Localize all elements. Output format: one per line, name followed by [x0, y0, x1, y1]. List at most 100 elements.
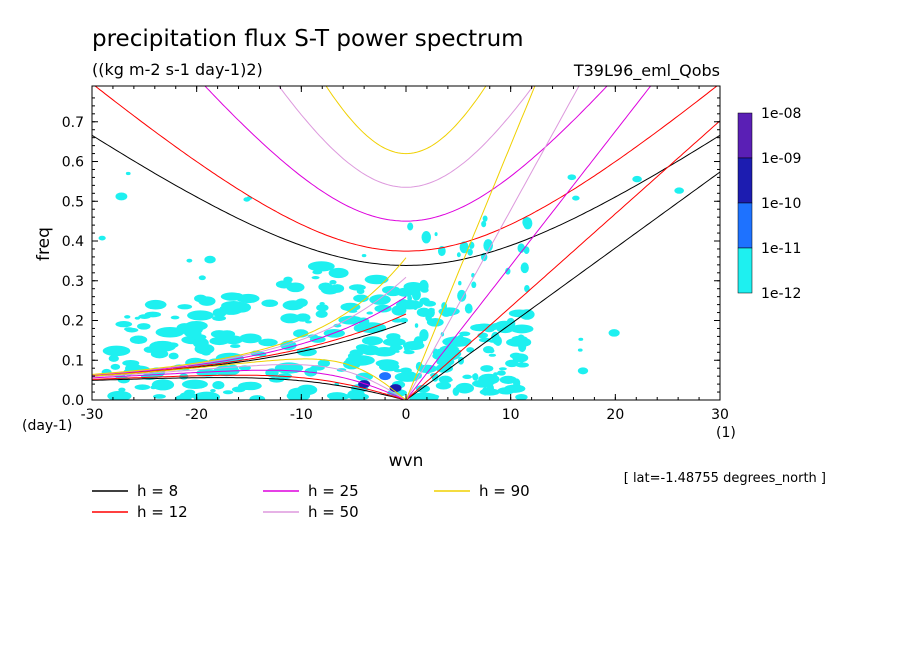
power-patch — [457, 289, 467, 302]
power-patch — [366, 348, 384, 355]
power-patch — [524, 284, 530, 293]
power-patch — [230, 344, 241, 349]
power-patch — [414, 323, 419, 328]
power-patch — [466, 347, 475, 353]
power-patch — [261, 299, 279, 307]
power-contours — [98, 171, 684, 400]
power-patch — [509, 340, 518, 345]
colorbar: 1e-08 1e-09 1e-10 1e-11 1e-12 — [737, 106, 801, 302]
power-patch — [201, 351, 211, 356]
power-patch — [186, 258, 193, 263]
power-patch — [488, 353, 497, 357]
power-patch — [153, 394, 166, 399]
power-patch — [452, 387, 460, 396]
power-patch — [137, 323, 151, 330]
mrg-curve-h90 — [92, 257, 407, 375]
kelvin-curve-h90 — [405, 86, 536, 400]
power-patch — [184, 330, 202, 338]
power-patch — [355, 372, 374, 381]
power-patch — [518, 341, 527, 353]
power-patch — [212, 308, 227, 318]
y-tick-label: 0.7 — [62, 115, 84, 131]
power-patch — [328, 267, 349, 279]
colorbar-label: 1e-08 — [761, 106, 801, 122]
power-patch — [577, 367, 589, 375]
legend-label: h = 50 — [308, 503, 359, 521]
power-patch — [456, 334, 465, 346]
power-patch — [102, 345, 131, 357]
power-patch — [510, 324, 534, 334]
power-patch — [424, 366, 431, 375]
power-patch — [239, 333, 262, 344]
power-patch — [364, 274, 389, 285]
power-patch — [399, 317, 409, 323]
chart-subtitle: ((kg m-2 s-1 day-1)2) — [92, 60, 263, 79]
power-patch — [434, 232, 438, 237]
power-patch — [165, 331, 173, 337]
power-patch — [295, 313, 311, 322]
y-tick-label: 0.0 — [62, 393, 84, 409]
axis-ticks: -30 -20 -10 0 10 20 30 0.0 0.1 0.2 0.3 0.4 0.5 0.6 0.7 — [62, 86, 729, 423]
power-patch — [567, 174, 577, 181]
power-patch — [578, 337, 584, 341]
power-patch — [348, 284, 366, 291]
power-patch — [181, 379, 208, 389]
power-patch — [391, 305, 407, 316]
power-patch — [572, 195, 580, 201]
power-patch — [498, 367, 507, 371]
rossby-curve-h50 — [92, 363, 407, 400]
power-patch — [420, 287, 429, 293]
power-patch — [483, 239, 493, 252]
x-tick-label: 20 — [606, 407, 624, 423]
ig-curve-h25 — [204, 86, 608, 222]
rossby-curve-h8 — [92, 377, 407, 400]
power-patch — [307, 261, 335, 272]
power-patch — [374, 304, 392, 313]
power-patch — [513, 378, 521, 388]
power-patch — [462, 374, 473, 380]
legend: h = 8 h = 12 h = 25 h = 50 h = 90 — [92, 482, 530, 521]
power-patch — [361, 254, 367, 258]
power-region-strong — [379, 372, 392, 381]
power-patch — [212, 380, 225, 390]
y-unit-label: (day-1) — [22, 418, 72, 434]
power-patch — [455, 382, 474, 394]
power-patch — [497, 387, 515, 395]
power-patch — [343, 358, 361, 370]
power-patch — [333, 323, 342, 328]
power-patch — [419, 297, 430, 305]
power-patch — [389, 344, 403, 351]
power-patch — [632, 175, 642, 183]
power-patch — [361, 336, 384, 346]
colorbar-swatch — [737, 157, 753, 204]
legend-label: h = 90 — [479, 482, 530, 500]
power-patch — [110, 363, 121, 370]
ig-curve-h8 — [92, 134, 720, 267]
x-tick-label: -10 — [290, 407, 313, 423]
rossby-curve-h12 — [92, 374, 407, 400]
colorbar-label: 1e-09 — [761, 151, 801, 167]
power-patch — [674, 187, 684, 194]
power-patch — [339, 393, 350, 400]
power-patch — [419, 329, 429, 342]
power-patch — [515, 393, 528, 400]
power-patch — [480, 365, 494, 372]
power-patch — [505, 267, 511, 275]
power-patch — [134, 384, 151, 390]
kelvin-curve-h12 — [405, 120, 720, 400]
power-patch — [493, 372, 499, 376]
power-patch — [425, 312, 432, 322]
power-patch — [144, 299, 167, 310]
power-patch — [382, 286, 398, 294]
power-patch — [184, 389, 196, 395]
power-patch — [249, 395, 266, 400]
ig-curve-h12 — [94, 86, 718, 252]
power-patch — [394, 349, 400, 353]
power-patch — [409, 392, 439, 400]
power-patch — [520, 262, 529, 274]
power-patch — [204, 255, 216, 264]
power-patch — [224, 302, 233, 306]
power-patch — [329, 280, 337, 285]
power-patch — [407, 295, 413, 302]
